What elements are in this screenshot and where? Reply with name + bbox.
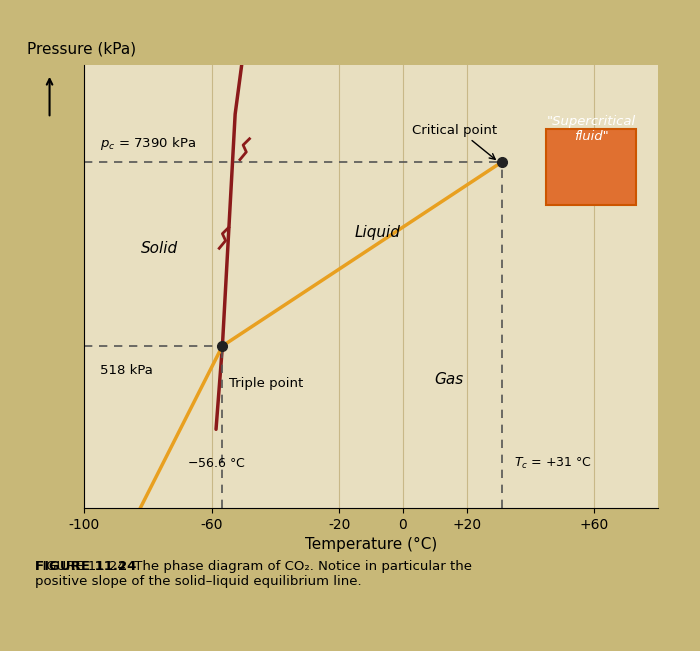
Text: $p_c$ = 7390 kPa: $p_c$ = 7390 kPa [100, 135, 196, 152]
Text: $-$56.6 °C: $-$56.6 °C [187, 457, 245, 470]
Text: Critical point: Critical point [412, 124, 498, 137]
Text: "Supercritical
fluid": "Supercritical fluid" [547, 115, 636, 143]
Text: $T_c$ = +31 °C: $T_c$ = +31 °C [514, 456, 592, 471]
Text: Gas: Gas [435, 372, 464, 387]
Text: Pressure (kPa): Pressure (kPa) [27, 41, 136, 56]
Text: 518 kPa: 518 kPa [100, 364, 153, 377]
Text: Solid: Solid [141, 240, 178, 255]
Text: Liquid: Liquid [355, 225, 401, 240]
FancyBboxPatch shape [547, 128, 636, 204]
Text: FIGURE 11.24  The phase diagram of CO₂. Notice in particular the
positive slope : FIGURE 11.24 The phase diagram of CO₂. N… [35, 560, 472, 588]
Text: Triple point: Triple point [229, 378, 303, 391]
X-axis label: Temperature (°C): Temperature (°C) [305, 537, 437, 552]
Text: FIGURE 11.24: FIGURE 11.24 [35, 560, 136, 573]
